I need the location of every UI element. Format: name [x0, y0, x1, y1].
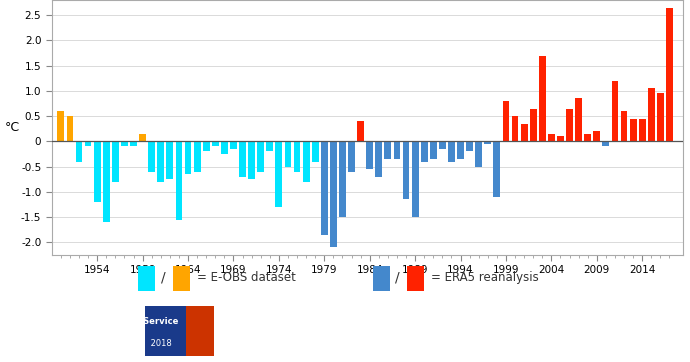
Bar: [85, 142, 92, 147]
Bar: [548, 134, 555, 142]
Bar: [384, 142, 391, 159]
Text: Copernicus Climate Change Service: Copernicus Climate Change Service: [10, 317, 179, 326]
Text: Copernicus: Copernicus: [277, 318, 357, 331]
Text: = E-OBS dataset: = E-OBS dataset: [197, 271, 295, 284]
Bar: [602, 142, 609, 147]
Bar: [284, 142, 291, 167]
Text: European Union Earth: European Union Earth: [283, 346, 352, 351]
Text: = ERA5 reanalysis: = ERA5 reanalysis: [431, 271, 539, 284]
Text: Climate
Change
Service: Climate Change Service: [622, 315, 647, 332]
Bar: [275, 142, 282, 207]
Bar: [257, 142, 264, 172]
Bar: [194, 142, 201, 172]
Bar: [611, 81, 618, 142]
Bar: [66, 116, 73, 142]
Text: /: /: [395, 270, 400, 285]
Bar: [130, 142, 137, 147]
Bar: [148, 142, 155, 172]
Bar: [412, 142, 419, 217]
Bar: [512, 116, 518, 142]
Bar: [221, 142, 228, 154]
Bar: [303, 142, 310, 182]
Bar: [666, 8, 673, 142]
Bar: [484, 142, 491, 144]
Bar: [466, 142, 473, 151]
Bar: [521, 124, 528, 142]
Bar: [557, 136, 564, 142]
Bar: [630, 119, 637, 142]
Y-axis label: °C: °C: [5, 121, 20, 134]
Bar: [203, 142, 210, 151]
Bar: [321, 142, 328, 235]
Bar: [575, 98, 582, 142]
Bar: [439, 142, 446, 149]
Bar: [121, 142, 128, 147]
Bar: [166, 142, 173, 179]
Bar: [421, 142, 428, 161]
Bar: [348, 142, 355, 172]
Bar: [94, 142, 101, 202]
Bar: [375, 142, 382, 177]
Bar: [357, 121, 364, 142]
Bar: [593, 131, 600, 142]
Bar: [648, 88, 655, 142]
Bar: [248, 142, 255, 179]
Bar: [312, 142, 319, 161]
Text: /: /: [161, 270, 166, 285]
Bar: [112, 142, 119, 182]
Bar: [620, 111, 627, 142]
Bar: [76, 142, 82, 161]
Bar: [457, 142, 464, 159]
Bar: [157, 142, 164, 182]
Bar: [239, 142, 246, 177]
Bar: [493, 142, 500, 197]
Bar: [530, 109, 537, 142]
Bar: [448, 142, 455, 161]
Bar: [103, 142, 110, 222]
Bar: [230, 142, 237, 149]
Bar: [657, 93, 664, 142]
Bar: [366, 142, 373, 169]
Bar: [145, 306, 186, 356]
Bar: [393, 142, 400, 159]
Bar: [139, 134, 146, 142]
Bar: [266, 142, 273, 151]
Bar: [403, 142, 409, 199]
Text: IMPLEMENTED BY: IMPLEMENTED BY: [456, 346, 503, 351]
Bar: [566, 109, 573, 142]
Text: ⅣⅣECMWF: ⅣⅣECMWF: [450, 317, 530, 330]
Bar: [294, 142, 300, 172]
Bar: [212, 142, 219, 147]
Bar: [330, 142, 337, 247]
Bar: [407, 266, 424, 291]
Text: climate.copernicus.eu: climate.copernicus.eu: [608, 348, 662, 353]
Bar: [185, 142, 191, 174]
Bar: [339, 142, 346, 217]
Bar: [502, 101, 509, 142]
Bar: [430, 142, 437, 159]
Bar: [373, 266, 390, 291]
Bar: [175, 142, 182, 220]
Bar: [57, 111, 64, 142]
Bar: [539, 55, 546, 142]
Bar: [584, 134, 591, 142]
Bar: [475, 142, 482, 167]
Bar: [639, 119, 646, 142]
Text: European State of the Climate  |  2018: European State of the Climate | 2018: [10, 339, 172, 348]
Bar: [138, 266, 155, 291]
Bar: [172, 266, 190, 291]
Bar: [186, 306, 214, 356]
